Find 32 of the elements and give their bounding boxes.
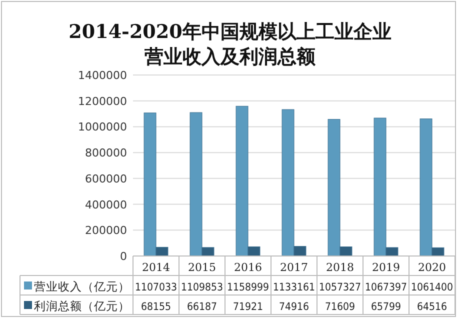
y-tick-label: 200000	[85, 224, 127, 238]
data-label: 64516	[416, 301, 448, 313]
y-tick-label: 1000000	[78, 120, 127, 134]
data-label: 1057327	[319, 282, 362, 294]
data-label: 1158999	[227, 282, 270, 294]
data-label: 71921	[232, 301, 264, 313]
data-label: 1061400	[411, 282, 454, 294]
y-tick-label: 1200000	[78, 94, 127, 108]
legend-label: 利润总额（亿元）	[34, 299, 130, 313]
data-label: 66187	[186, 301, 218, 313]
x-tick-label: 2020	[418, 261, 446, 274]
x-tick-label: 2019	[372, 261, 400, 274]
y-tick-label: 400000	[85, 198, 127, 212]
data-label: 68155	[140, 301, 172, 313]
x-tick-label: 2015	[188, 261, 216, 274]
x-tick-label: 2017	[280, 261, 308, 274]
data-label: 65799	[370, 301, 402, 313]
x-tick-label: 2014	[142, 261, 170, 274]
x-tick-label: 2018	[326, 261, 354, 274]
y-tick-label: 800000	[85, 146, 127, 160]
data-label: 1107033	[135, 282, 178, 294]
legend-label: 营业收入（亿元）	[34, 280, 130, 294]
y-tick-label: 600000	[85, 172, 127, 186]
data-label: 1067397	[365, 282, 408, 294]
y-tick-label: 0	[120, 250, 127, 263]
x-tick-label: 2016	[234, 261, 262, 274]
data-label: 74916	[278, 301, 310, 313]
y-tick-label: 1400000	[78, 69, 127, 82]
data-label: 71609	[324, 301, 356, 313]
data-label: 1109853	[181, 282, 224, 294]
data-label: 1133161	[273, 282, 316, 294]
chart-title: 2014-2020年中国规模以上工业企业营业收入及利润总额	[68, 20, 392, 70]
